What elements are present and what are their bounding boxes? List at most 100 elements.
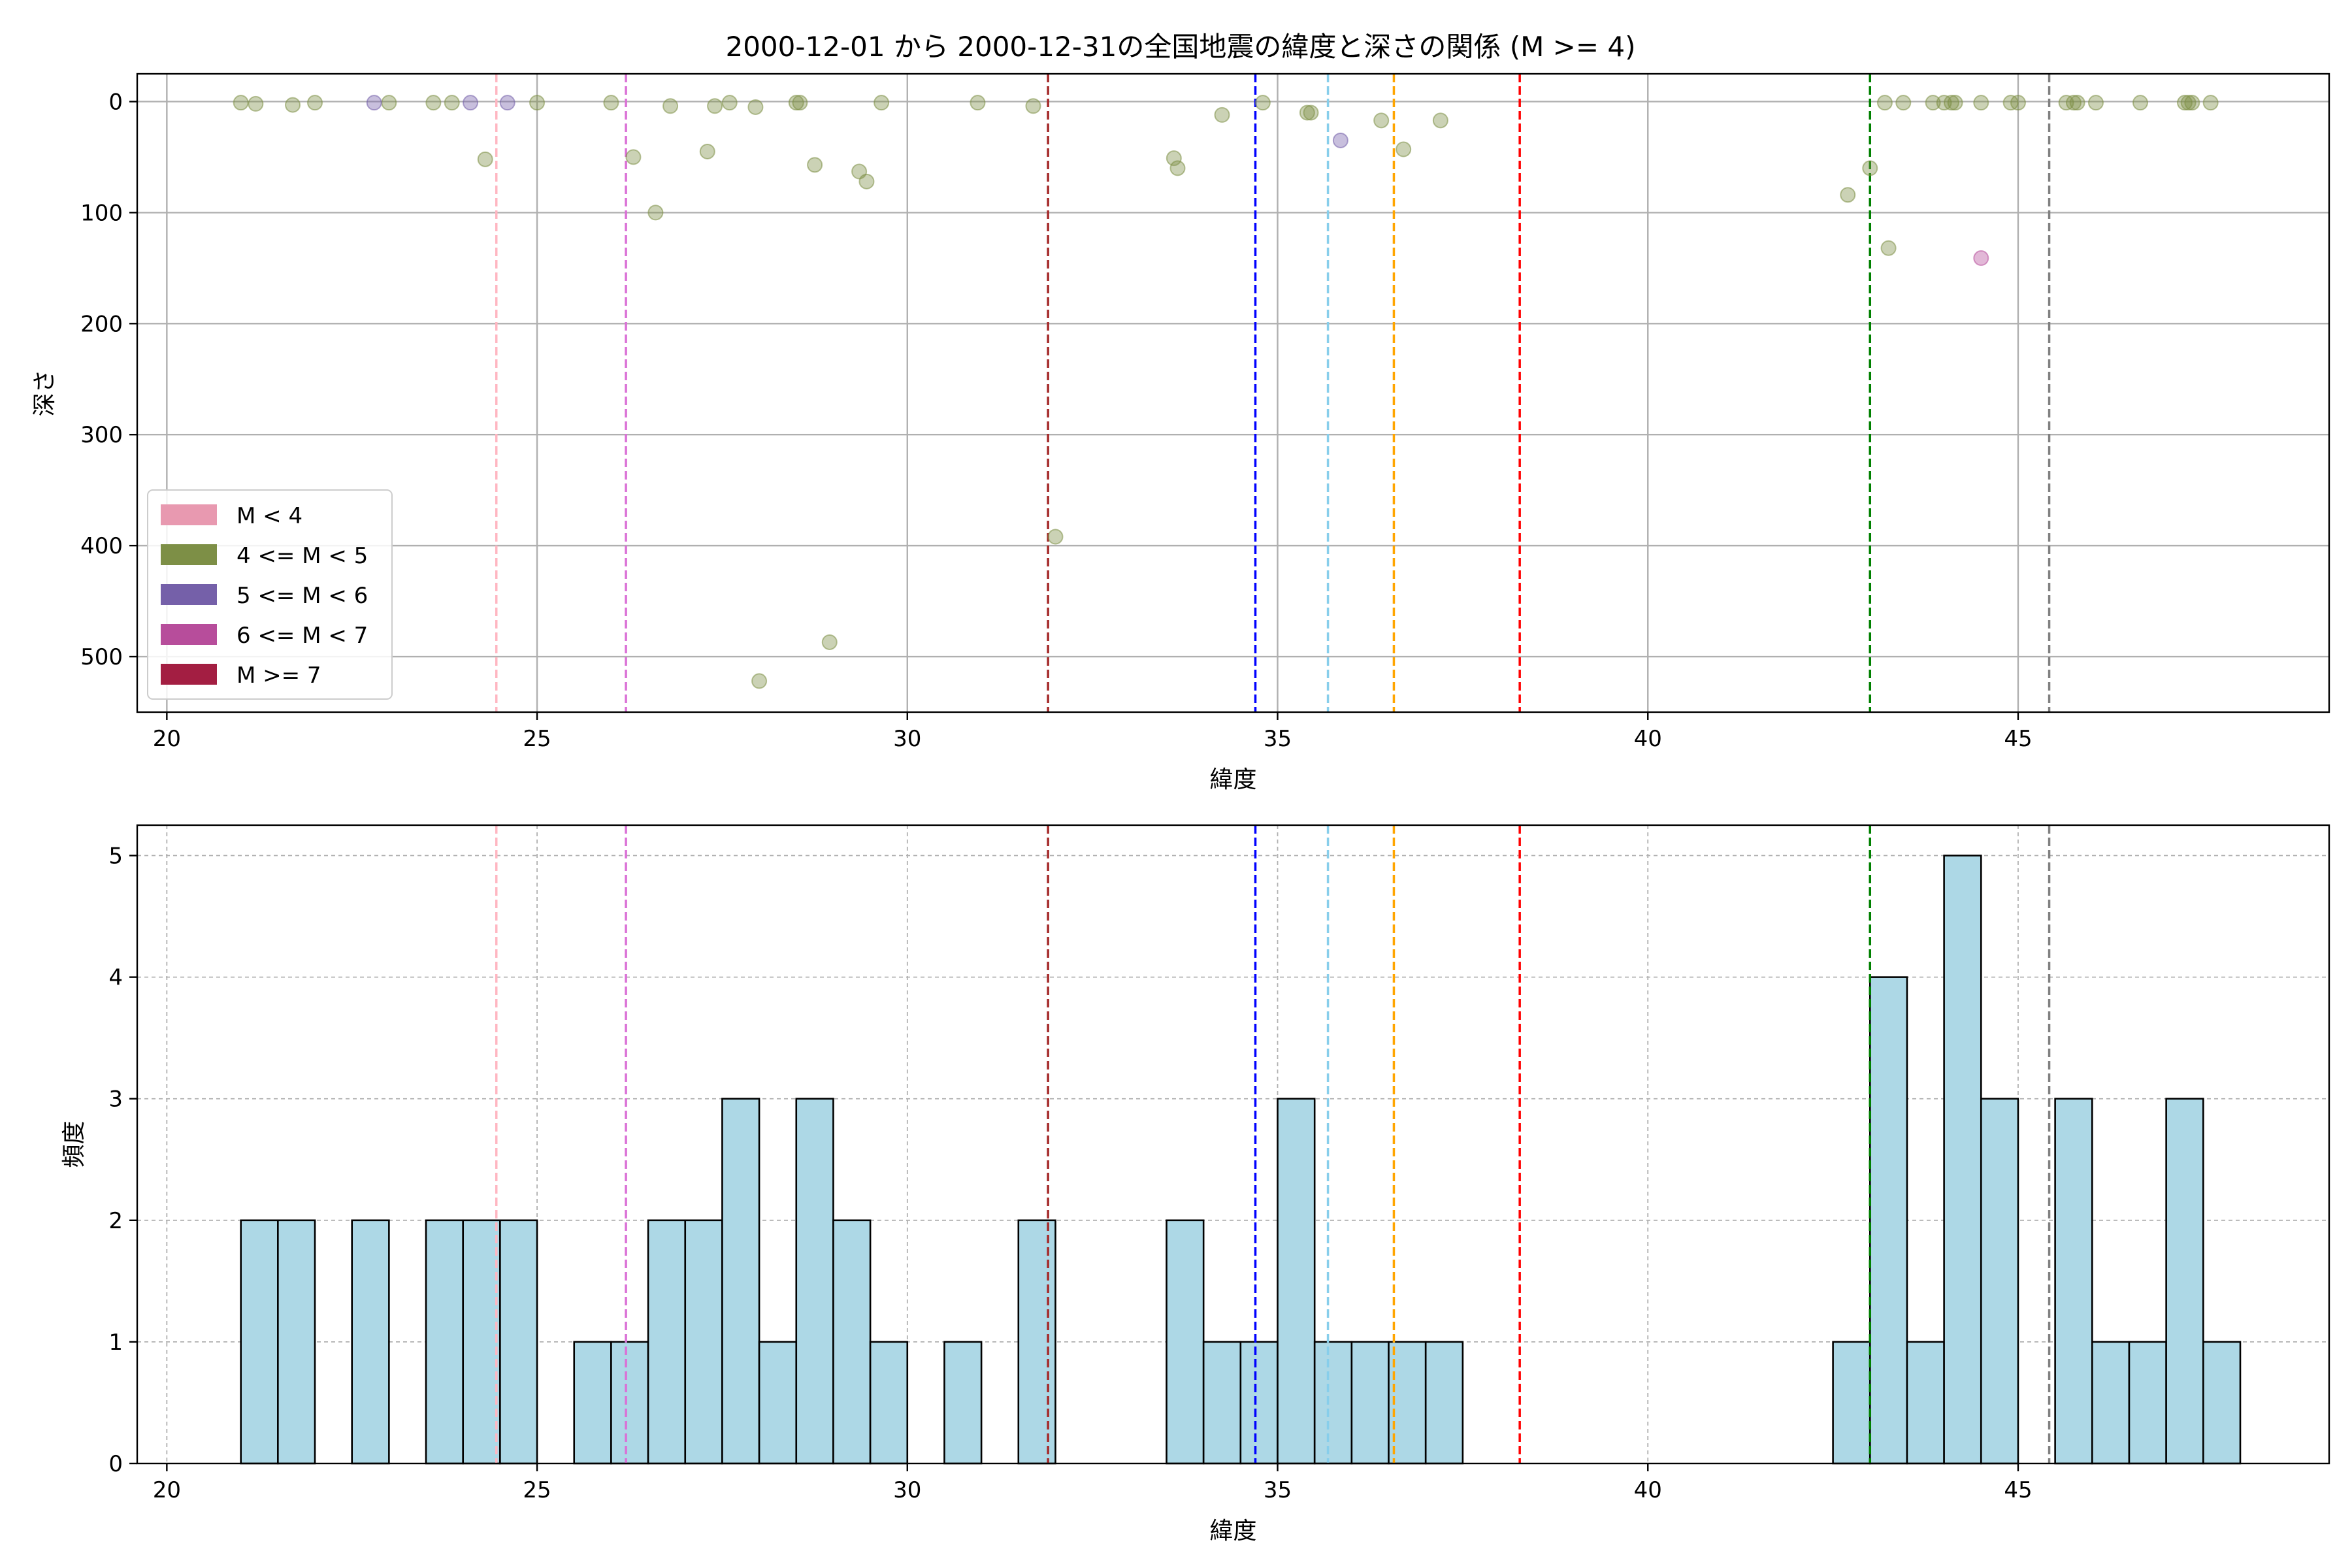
- histogram-bar: [943, 1341, 983, 1465]
- histogram-bar: [795, 1098, 834, 1465]
- scatter-point: [1925, 95, 1941, 111]
- histogram-bar: [1832, 1341, 1871, 1465]
- legend-swatch: [161, 544, 217, 565]
- scatter-point: [2069, 95, 2085, 111]
- scatter-point: [1895, 95, 1912, 111]
- scatter-point: [425, 95, 442, 111]
- legend-swatch: [161, 664, 217, 685]
- scatter-point: [381, 95, 397, 111]
- legend-label: M >= 7: [237, 662, 321, 689]
- scatter-point: [477, 151, 493, 167]
- scatter-point: [747, 99, 764, 115]
- histogram-bar: [1906, 1341, 1945, 1465]
- histogram-bar: [2054, 1098, 2093, 1465]
- scatter-point: [1973, 95, 1989, 111]
- scatter-point: [647, 204, 664, 221]
- histogram-y-tick-label: 3: [108, 1086, 123, 1113]
- scatter-point: [821, 634, 838, 650]
- scatter-point: [1943, 95, 1959, 111]
- scatter-y-tick-label: 300: [80, 422, 123, 448]
- scatter-point: [1025, 98, 1041, 114]
- histogram-bar: [869, 1341, 909, 1465]
- scatter-point: [1432, 112, 1448, 129]
- legend-swatch: [161, 624, 217, 645]
- histogram-bar: [647, 1219, 687, 1465]
- scatter-point: [788, 95, 804, 111]
- scatter-point: [307, 95, 323, 111]
- scatter-point: [2132, 95, 2148, 111]
- legend-label: 5 <= M < 6: [237, 583, 368, 609]
- scatter-title: 2000-12-01 から 2000-12-31の全国地震の緯度と深さの関係 (…: [725, 31, 1635, 63]
- scatter-point: [1299, 105, 1315, 121]
- histogram-axes-frame: [136, 824, 2330, 1465]
- scatter-point: [1047, 529, 1064, 545]
- histogram-bar: [684, 1219, 723, 1465]
- scatter-point: [366, 95, 382, 111]
- scatter-point: [858, 173, 875, 189]
- histogram-bar: [832, 1219, 872, 1465]
- histogram-x-tick-label: 35: [1264, 1477, 1292, 1503]
- scatter-point: [2010, 95, 2026, 111]
- scatter-point: [662, 98, 679, 114]
- histogram-y-axis-label: 頻度: [61, 1120, 88, 1168]
- scatter-point: [874, 95, 890, 111]
- scatter-point: [1332, 132, 1348, 148]
- scatter-point: [1862, 160, 1878, 176]
- scatter-point: [721, 95, 738, 111]
- histogram-bar: [573, 1341, 612, 1465]
- scatter-y-tick-label: 500: [80, 644, 123, 670]
- scatter-point: [970, 95, 986, 111]
- scatter-x-tick-label: 25: [523, 726, 551, 752]
- histogram-bar: [1239, 1341, 1279, 1465]
- scatter-point: [751, 673, 768, 689]
- histogram-y-tick-label: 0: [108, 1451, 123, 1477]
- histogram-bar: [1350, 1341, 1390, 1465]
- histogram-bar: [2202, 1341, 2242, 1465]
- histogram-y-tick-label: 4: [108, 965, 123, 991]
- scatter-point: [1876, 95, 1893, 111]
- scatter-point: [699, 143, 715, 159]
- histogram-bar: [1166, 1219, 1205, 1465]
- scatter-axes-frame: [136, 73, 2330, 713]
- histogram-y-tick-label: 2: [108, 1208, 123, 1234]
- scatter-point: [1373, 112, 1390, 129]
- scatter-point: [248, 95, 264, 112]
- scatter-point: [1254, 95, 1271, 111]
- scatter-plot: 20 25 30 35 40 45 0 100 200 300 400 500 緯度 深さ M < 4 4 <…: [31, 73, 2330, 793]
- scatter-point: [2087, 95, 2104, 111]
- scatter-point: [463, 95, 479, 111]
- legend-swatch: [161, 504, 217, 525]
- histogram-bar: [2091, 1341, 2131, 1465]
- histogram-bar: [2165, 1098, 2204, 1465]
- legend-label: 4 <= M < 5: [237, 543, 368, 569]
- scatter-point: [499, 95, 515, 111]
- scatter-y-tick-label: 0: [108, 89, 123, 115]
- scatter-point: [233, 95, 249, 111]
- histogram-y-tick-label: 5: [108, 843, 123, 870]
- histogram-y-tick-label: 1: [108, 1330, 123, 1356]
- histogram-x-tick-label: 20: [153, 1477, 181, 1503]
- histogram-bar: [1869, 976, 1908, 1465]
- legend-label: M < 4: [237, 503, 302, 529]
- histogram-bar: [425, 1219, 465, 1465]
- histogram-bar: [1313, 1341, 1353, 1465]
- scatter-point: [2184, 95, 2200, 111]
- scatter-point: [1840, 187, 1856, 203]
- scatter-point: [1214, 106, 1230, 123]
- scatter-x-tick-label: 30: [893, 726, 921, 752]
- histogram-bar: [277, 1219, 316, 1465]
- scatter-point: [2180, 95, 2197, 111]
- histogram-bar: [351, 1219, 390, 1465]
- histogram-bar: [1980, 1098, 2019, 1465]
- histogram-x-axis-label: 緯度: [1209, 1518, 1256, 1544]
- histogram-bar: [499, 1219, 538, 1465]
- histogram-bar: [610, 1341, 649, 1465]
- histogram-bar: [2128, 1341, 2167, 1465]
- histogram-bar: [721, 1098, 760, 1465]
- scatter-x-axis-label: 緯度: [1209, 766, 1256, 793]
- scatter-point: [444, 95, 460, 111]
- scatter-point: [707, 98, 723, 114]
- histogram-bar: [758, 1341, 798, 1465]
- scatter-point: [807, 157, 823, 173]
